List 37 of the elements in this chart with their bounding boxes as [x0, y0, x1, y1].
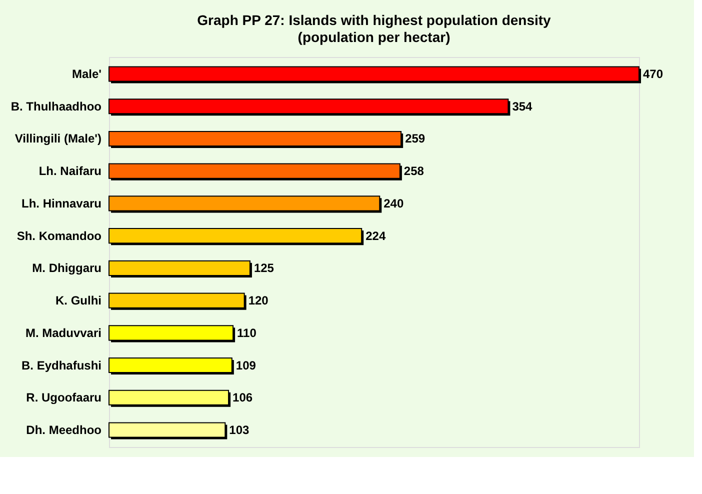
bar — [108, 357, 232, 374]
y-tick-label: Lh. Naifaru — [38, 164, 102, 178]
data-label: 354 — [512, 99, 533, 114]
data-label: 470 — [643, 66, 664, 81]
data-label: 120 — [248, 294, 269, 308]
bar — [108, 422, 226, 438]
data-label: 240 — [384, 196, 404, 210]
bar — [108, 196, 380, 212]
y-tick-label: M. Dhiggaru — [32, 261, 102, 276]
bar — [108, 163, 400, 179]
bar — [108, 390, 230, 406]
chart-title: Graph PP 27: Islands with highest population density — [197, 12, 552, 28]
y-tick-label: Sh. Komandoo — [16, 228, 102, 243]
y-tick-label: B. Thulhaadhoo — [10, 99, 102, 114]
y-tick-label: R. Ugoofaaru — [26, 390, 102, 405]
data-label: 258 — [404, 164, 424, 178]
data-label: 125 — [254, 261, 274, 276]
data-label: 103 — [229, 423, 250, 438]
bar — [108, 98, 509, 114]
y-tick-label: Male' — [72, 66, 102, 81]
data-label: 110 — [237, 326, 257, 340]
y-tick-label: Dh. Meedhoo — [26, 423, 102, 438]
y-tick-label: K. Gulhi — [56, 294, 102, 308]
data-label: 109 — [236, 358, 256, 372]
bar — [108, 325, 234, 341]
data-label: 106 — [232, 390, 253, 405]
bar — [108, 260, 250, 276]
bar — [108, 292, 245, 308]
y-tick-label: M. Maduvvari — [25, 326, 102, 340]
data-label: 224 — [366, 228, 386, 243]
y-tick-label: Villingili (Male') — [14, 132, 102, 146]
y-tick-label: B. Eydhafushi — [21, 358, 102, 372]
data-label: 259 — [405, 132, 426, 146]
bar — [108, 228, 362, 244]
bar — [108, 130, 402, 147]
chart-subtitle: (population per hectar) — [298, 29, 450, 45]
y-tick-label: Lh. Hinnavaru — [21, 196, 102, 210]
